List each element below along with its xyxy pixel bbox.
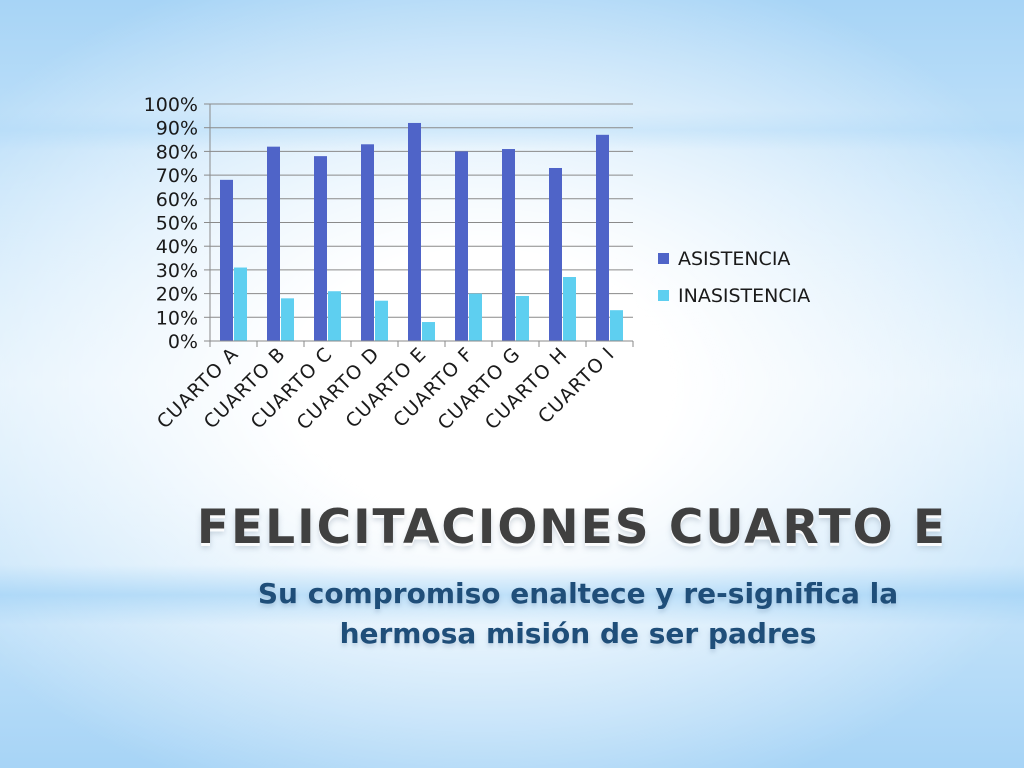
legend-label-asistencia: ASISTENCIA [678,248,790,270]
chart-gridlines [210,103,633,342]
legend-label-inasistencia: INASISTENCIA [678,285,810,307]
y-tick-label: 50% [156,213,198,235]
bar-asistencia-cuarto-d [361,144,374,341]
y-tick-label: 60% [156,189,198,211]
bar-asistencia-cuarto-e [408,122,421,342]
bar-asistencia-cuarto-a [220,179,233,341]
y-tick-label: 100% [144,94,198,116]
slide-subtitle: Su compromiso enaltece y re-significa la… [218,574,938,654]
legend-swatch-asistencia [658,253,669,264]
subtitle-line-2: hermosa misión de ser padres [339,617,817,650]
bar-asistencia-cuarto-g [502,149,515,341]
y-tick-label: 70% [156,165,198,187]
bar-asistencia-cuarto-b [267,146,280,341]
y-tick-label: 90% [156,118,198,140]
chart-axes [209,104,634,347]
bar-inasistencia-cuarto-i [610,310,623,341]
y-tick-label: 20% [156,284,198,306]
y-axis-ticks: 0%10%20%30%40%50%60%70%80%90%100% [144,94,210,353]
slide-title: FELICITACIONES CUARTO E [196,500,948,555]
legend-swatch-inasistencia [658,290,669,301]
bar-inasistencia-cuarto-c [328,291,341,341]
chart-bars [220,122,623,342]
bar-inasistencia-cuarto-b [281,298,294,341]
bar-asistencia-cuarto-h [549,167,562,341]
bar-asistencia-cuarto-i [596,134,609,341]
y-tick-label: 10% [156,307,198,329]
y-tick-label: 0% [168,331,198,353]
bar-asistencia-cuarto-c [314,156,327,341]
y-tick-label: 30% [156,260,198,282]
bar-inasistencia-cuarto-e [422,322,435,341]
bar-chart: 0%10%20%30%40%50%60%70%80%90%100% CUARTO… [144,94,811,434]
bar-inasistencia-cuarto-d [375,300,388,341]
y-tick-label: 40% [156,236,198,258]
bar-asistencia-cuarto-f [455,151,468,341]
y-tick-label: 80% [156,141,198,163]
chart-legend: ASISTENCIA INASISTENCIA [658,248,810,307]
bar-inasistencia-cuarto-g [516,295,529,341]
bar-inasistencia-cuarto-a [234,267,247,341]
bar-inasistencia-cuarto-f [469,293,482,341]
subtitle-line-1: Su compromiso enaltece y re-significa la [257,577,899,610]
bar-inasistencia-cuarto-h [563,277,576,341]
